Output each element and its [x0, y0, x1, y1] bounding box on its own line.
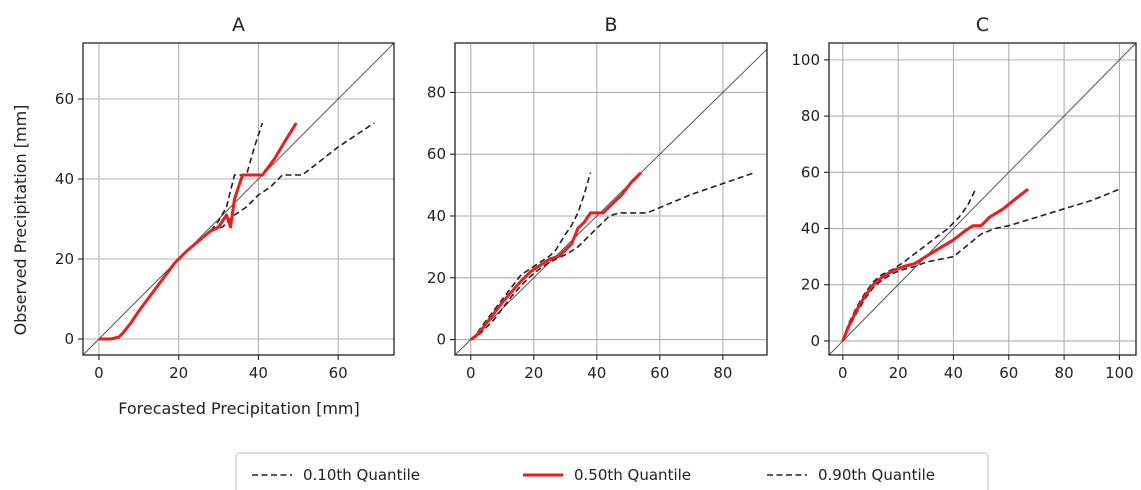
panel-b-ytick-label-40: 40 — [427, 207, 446, 225]
legend-frame — [235, 452, 989, 490]
panel-b-ytick-label-20: 20 — [427, 269, 446, 287]
panel-c-ytick-label-20: 20 — [801, 276, 820, 294]
panel-a-xtick-label-40: 40 — [249, 364, 268, 382]
panel-c-series-0-50th-quantile — [841, 188, 1030, 342]
panel-b-xtick-label-80: 80 — [713, 364, 732, 382]
panel-b-xtick-label-40: 40 — [587, 364, 606, 382]
panel-c: 0 20 40 60 80 100 0 20 40 60 80 100 C — [791, 14, 1137, 382]
panel-b-xtick-label-60: 60 — [650, 364, 669, 382]
panel-c-ytick-label-40: 40 — [801, 220, 820, 238]
legend: 0.10th Quantile 0.50th Quantile 0.90th Q… — [235, 452, 989, 490]
panel-c-xtick-label-0: 0 — [838, 364, 848, 382]
panel-a-ytick-label-20: 20 — [55, 250, 74, 268]
panel-a-ytick-label-60: 60 — [55, 90, 74, 108]
panel-b-series-0-50th-quantile — [469, 171, 642, 341]
panel-b-title: B — [604, 14, 617, 36]
panel-c-title: C — [976, 14, 989, 36]
panel-b-background — [455, 43, 767, 355]
panel-b-xtick-label-20: 20 — [524, 364, 543, 382]
panel-c-identity-line — [828, 42, 1137, 356]
panel-a-xtick-label-0: 0 — [94, 364, 104, 382]
panel-b-series-0-90th-quantile — [470, 171, 755, 341]
panel-a-series-0-50th-quantile — [98, 122, 298, 341]
panel-c-xtick-label-100: 100 — [1105, 364, 1134, 382]
panel-b-series-0-10th-quantile — [470, 172, 592, 341]
panel-b-ytick-label-60: 60 — [427, 145, 446, 163]
panel-a-ytick-label-0: 0 — [64, 330, 74, 348]
panel-a-title: A — [232, 14, 245, 36]
panel-c-ytick-label-80: 80 — [801, 107, 820, 125]
panel-c-ytick-label-60: 60 — [801, 163, 820, 181]
legend-label-q90: 0.90th Quantile — [818, 466, 935, 484]
panel-c-xtick-label-40: 40 — [944, 364, 963, 382]
panel-b-frame — [454, 42, 768, 356]
panel-b-ytick-label-0: 0 — [436, 331, 446, 349]
panel-c-frame — [828, 42, 1137, 356]
panel-a-identity-line — [82, 42, 395, 356]
panel-c-xtick-label-60: 60 — [999, 364, 1018, 382]
panel-b-xtick-label-0: 0 — [466, 364, 476, 382]
panel-b-identity-line — [454, 48, 768, 356]
panel-a: 0 20 40 60 0 20 40 60 A — [55, 14, 395, 382]
panel-a-xtick-label-60: 60 — [329, 364, 348, 382]
x-axis-label: Forecasted Precipitation [mm] — [118, 399, 360, 418]
panel-b: 0 20 40 60 80 0 20 40 60 80 B — [427, 14, 768, 382]
panel-a-series-0-10th-quantile — [98, 122, 264, 340]
panel-c-series-0-90th-quantile — [842, 188, 1120, 342]
panel-c-ytick-label-100: 100 — [791, 51, 820, 69]
panel-a-xtick-label-20: 20 — [169, 364, 188, 382]
chart-panels: 0 20 40 60 0 20 40 60 A 0 20 40 60 80 0 20 40 60 80 B 0 20 40 6… — [55, 14, 1137, 382]
y-axis-label: Observed Precipitation [mm] — [11, 105, 30, 336]
panel-c-xtick-label-20: 20 — [889, 364, 908, 382]
panel-c-xtick-label-80: 80 — [1055, 364, 1074, 382]
panel-a-ytick-label-40: 40 — [55, 170, 74, 188]
panel-a-frame — [82, 42, 395, 356]
legend-label-q50: 0.50th Quantile — [574, 466, 691, 484]
legend-label-q10: 0.10th Quantile — [303, 466, 420, 484]
panel-c-ytick-label-0: 0 — [810, 332, 820, 350]
panel-b-ytick-label-80: 80 — [427, 83, 446, 101]
